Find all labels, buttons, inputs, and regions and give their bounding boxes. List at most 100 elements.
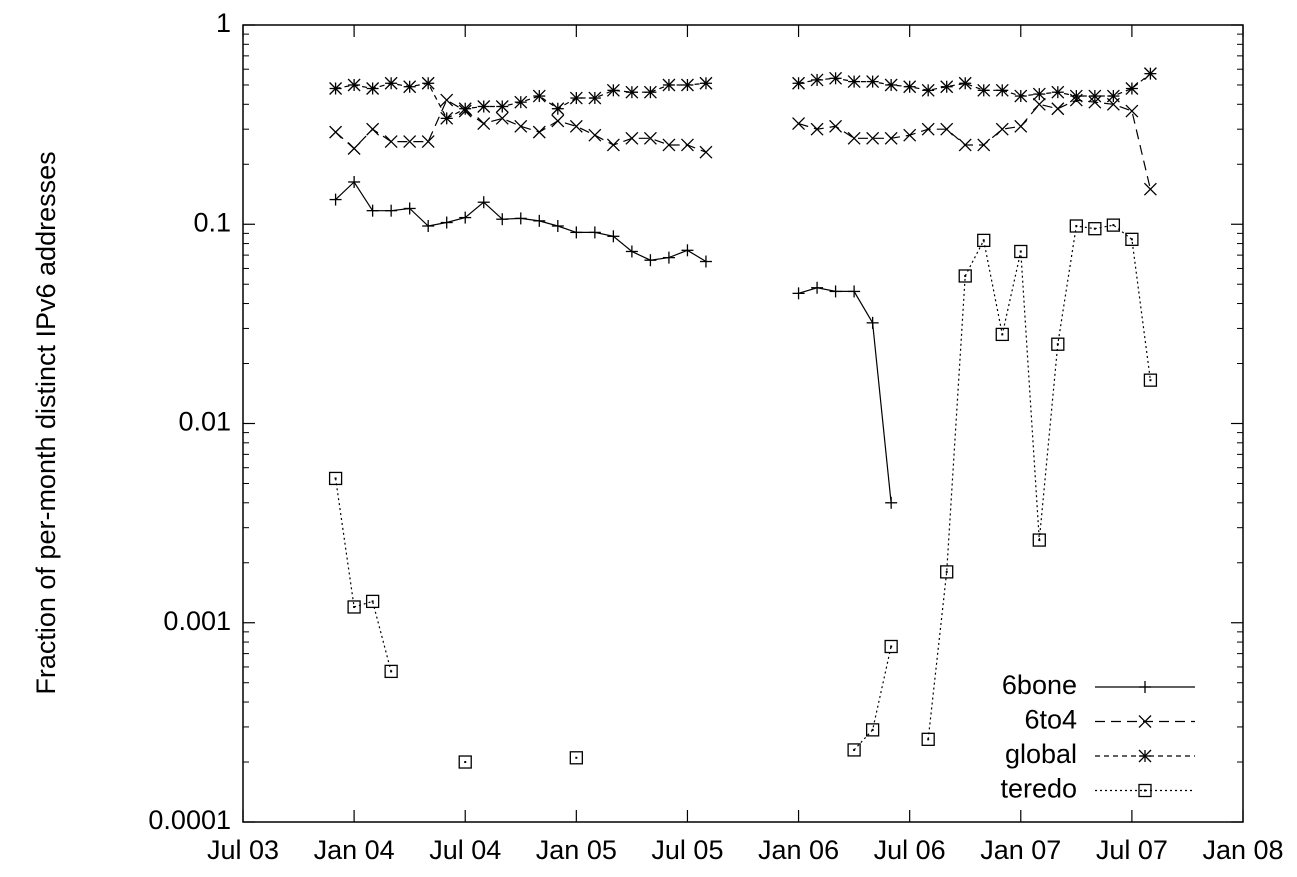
- legend-label: teredo: [1000, 774, 1077, 804]
- marker-dot: [353, 605, 356, 608]
- marker-stroke: [940, 80, 954, 94]
- marker-stroke: [1106, 89, 1120, 103]
- marker-stroke: [829, 71, 843, 85]
- marker-dot: [1112, 224, 1115, 227]
- point-marker: [847, 743, 861, 757]
- point-marker: [1106, 218, 1121, 232]
- point-marker: [477, 100, 491, 113]
- point-marker: [884, 639, 898, 654]
- marker-stroke: [440, 93, 454, 107]
- marker-stroke: [606, 83, 620, 97]
- point-marker: [440, 111, 454, 125]
- point-marker: [903, 128, 917, 142]
- point-marker: [662, 138, 676, 152]
- point-marker: [643, 131, 657, 145]
- point-marker: [1051, 85, 1065, 99]
- point-marker: [810, 73, 824, 87]
- marker-stroke: [477, 117, 491, 131]
- point-marker: [569, 119, 583, 133]
- y-tick-label: 0.001: [163, 606, 231, 636]
- point-marker: [1125, 104, 1139, 118]
- marker-box: [884, 639, 898, 654]
- marker-dot: [371, 600, 374, 603]
- marker-box: [940, 565, 954, 579]
- marker-stroke: [977, 83, 991, 97]
- marker-dot: [1130, 238, 1133, 241]
- point-marker: [496, 213, 509, 226]
- marker-box: [1143, 373, 1158, 387]
- point-marker: [921, 122, 935, 136]
- marker-stroke: [1014, 89, 1028, 103]
- marker-dot: [1093, 227, 1096, 230]
- marker-stroke: [366, 82, 380, 95]
- marker-stroke: [588, 128, 602, 142]
- point-marker: [1138, 749, 1152, 763]
- point-marker: [995, 83, 1009, 97]
- marker-stroke: [347, 142, 361, 155]
- marker-stroke: [606, 138, 620, 152]
- point-marker: [847, 131, 861, 145]
- marker-stroke: [532, 125, 546, 139]
- marker-box: [977, 233, 991, 248]
- point-marker: [644, 254, 657, 267]
- marker-box: [1125, 232, 1139, 246]
- marker-stroke: [347, 78, 361, 92]
- point-marker: [459, 211, 472, 224]
- marker-box: [958, 269, 972, 283]
- marker-dot: [853, 748, 856, 751]
- x-tick-label: Jan 04: [314, 835, 395, 865]
- point-marker: [551, 114, 565, 128]
- point-marker: [588, 128, 602, 142]
- marker-dot: [890, 645, 893, 648]
- series-line: [335, 73, 1151, 120]
- y-tick-label: 0.0001: [148, 805, 231, 835]
- marker-stroke: [588, 91, 602, 105]
- marker-stroke: [1143, 182, 1157, 196]
- point-marker: [533, 214, 546, 227]
- marker-stroke: [903, 80, 917, 94]
- marker-dot: [927, 738, 930, 741]
- marker-stroke: [662, 138, 676, 152]
- marker-stroke: [384, 76, 398, 90]
- marker-stroke: [1138, 715, 1152, 728]
- marker-box: [847, 743, 861, 757]
- point-marker: [699, 145, 713, 159]
- y-axis-label: Fraction of per-month distinct IPv6 addr…: [31, 151, 61, 694]
- point-marker: [977, 233, 991, 248]
- point-marker: [588, 91, 602, 105]
- marker-box: [995, 327, 1009, 342]
- x-tick-label: Jul 07: [1096, 835, 1168, 865]
- legend-label: global: [1005, 739, 1077, 769]
- marker-stroke: [1014, 119, 1028, 133]
- point-marker: [1014, 119, 1028, 133]
- point-marker: [958, 138, 972, 152]
- point-marker: [440, 93, 454, 107]
- point-marker: [366, 122, 380, 136]
- point-marker: [421, 135, 435, 149]
- marker-box: [347, 600, 361, 614]
- point-marker: [588, 226, 601, 239]
- point-marker: [347, 78, 361, 92]
- marker-stroke: [458, 102, 472, 116]
- x-tick-label: Jan 08: [1202, 835, 1283, 865]
- point-marker: [643, 85, 657, 99]
- point-marker: [1139, 681, 1151, 693]
- marker-stroke: [403, 135, 417, 149]
- marker-stroke: [1032, 97, 1046, 111]
- marker-box: [1088, 222, 1102, 236]
- point-marker: [365, 594, 380, 609]
- marker-stroke: [403, 80, 417, 94]
- marker-stroke: [532, 89, 546, 103]
- point-marker: [329, 82, 343, 95]
- marker-dot: [334, 477, 337, 480]
- marker-stroke: [625, 131, 639, 145]
- marker-stroke: [329, 125, 343, 139]
- series-line: [335, 99, 1151, 190]
- marker-dot: [390, 670, 393, 673]
- point-marker: [958, 269, 972, 283]
- x-tick-label: Jul 04: [429, 835, 501, 865]
- point-marker: [680, 78, 694, 92]
- marker-stroke: [366, 122, 380, 136]
- marker-stroke: [421, 135, 435, 149]
